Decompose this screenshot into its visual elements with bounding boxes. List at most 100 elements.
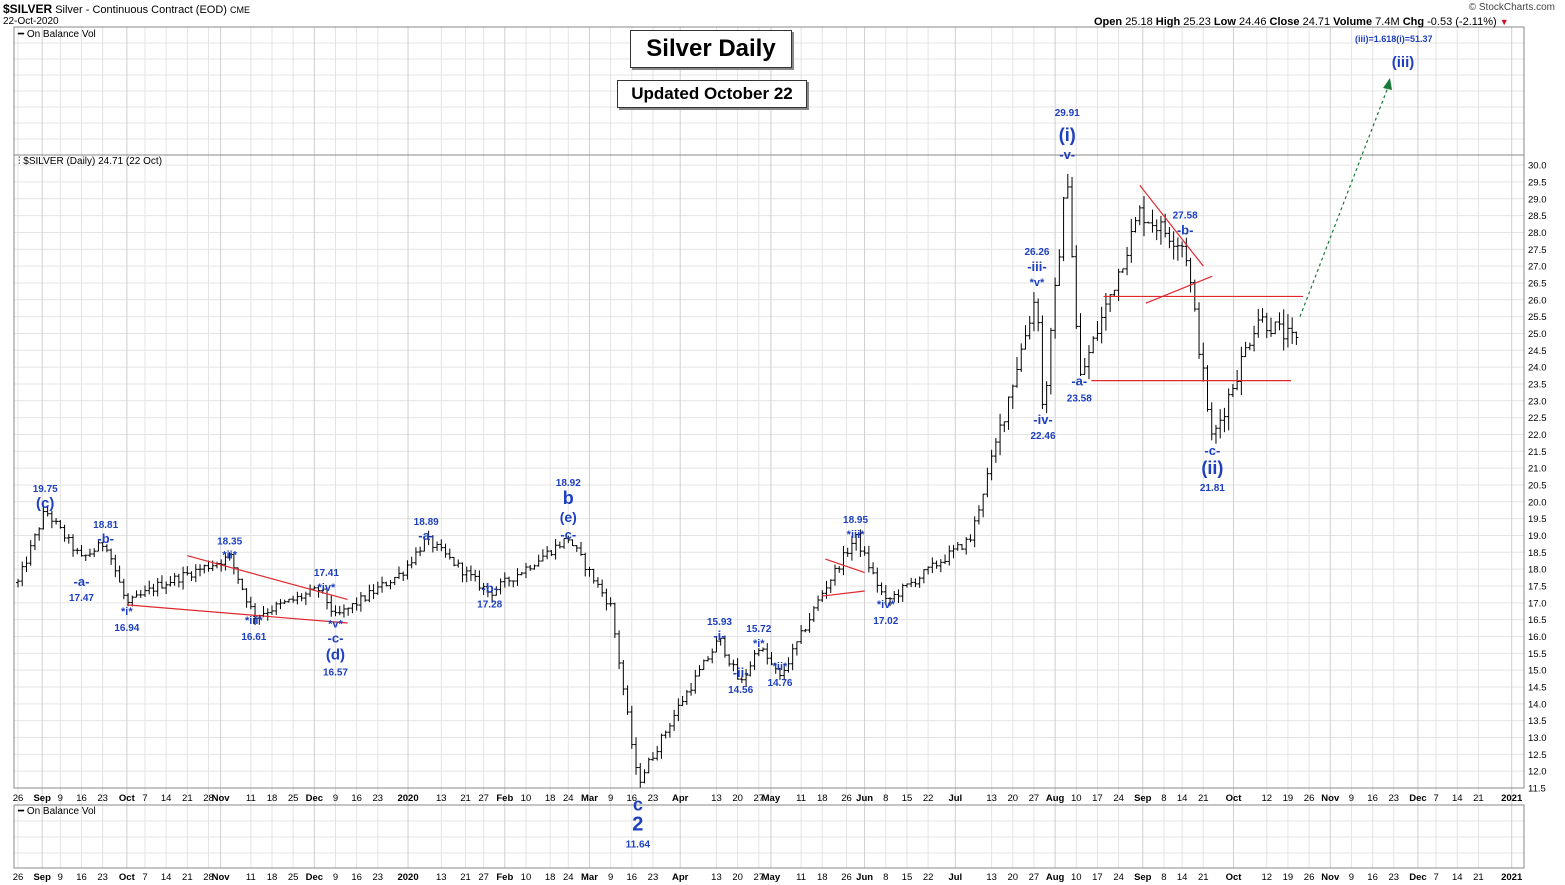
- wave-label: 26.26: [1024, 247, 1049, 258]
- x-tick-label: 18: [267, 793, 278, 804]
- y-tick-label: 27.5: [1528, 245, 1547, 256]
- y-tick-label: 29.5: [1528, 177, 1547, 188]
- trendlines: [126, 78, 1392, 624]
- wave-label: (ii): [1201, 458, 1223, 478]
- wave-label: *i*: [121, 606, 133, 618]
- wave-label: 16.61: [241, 632, 266, 643]
- x-tick-label-bottom: 9: [608, 872, 613, 883]
- y-axis: 11.5 12.0 12.5 13.0 13.5 14.0 14.5 15.0 15.5 16.0…: [1528, 161, 1547, 795]
- x-tick-label: 21: [460, 793, 471, 804]
- wave-label: 17.47: [69, 593, 94, 604]
- y-tick-label: 25.0: [1528, 329, 1547, 340]
- wave-label: (c): [36, 495, 54, 512]
- x-tick-label: 11: [796, 793, 806, 804]
- x-tick-label: 10: [1071, 793, 1082, 804]
- x-tick-label: Oct: [119, 793, 136, 804]
- trendline: [187, 555, 348, 601]
- trendline: [126, 604, 348, 624]
- x-tick-label-bottom: 20: [1007, 872, 1018, 883]
- x-tick-label: 25: [288, 793, 299, 804]
- x-tick-label-bottom: 11: [796, 872, 806, 883]
- y-tick-label: 23.0: [1528, 396, 1547, 407]
- x-tick-label: 13: [711, 793, 722, 804]
- price-legend: ⫶ $SILVER (Daily) 24.71 (22 Oct): [18, 156, 163, 167]
- bottom-panel-legend: ━ On Balance Vol: [18, 806, 96, 817]
- x-tick-label-bottom: 7: [142, 872, 147, 883]
- projection-arrowhead: [1383, 78, 1392, 90]
- high-value: 25.23: [1183, 16, 1211, 28]
- open-label: Open: [1094, 16, 1123, 28]
- wave-label: -b-: [481, 580, 498, 595]
- wave-label: -ii-: [733, 665, 749, 680]
- x-tick-label: 13: [436, 793, 447, 804]
- wave-label: 14.56: [728, 685, 753, 696]
- x-tick-label: 26: [841, 793, 852, 804]
- wave-label: b: [563, 488, 574, 508]
- wave-label: 18.35: [217, 536, 242, 547]
- x-tick-label-bottom: 18: [545, 872, 556, 883]
- x-tick-label-bottom: 26: [13, 872, 24, 883]
- x-tick-label: 21: [182, 793, 193, 804]
- y-tick-label: 17.0: [1528, 598, 1547, 609]
- x-tick-label-bottom: 16: [627, 872, 638, 883]
- wave-label: -i-: [713, 628, 725, 643]
- x-tick-label: 7: [1433, 793, 1438, 804]
- close-value: 24.71: [1302, 16, 1331, 28]
- ohlc-bars: [16, 173, 1299, 788]
- y-tick-label: 27.0: [1528, 262, 1547, 273]
- x-tick-label-bottom: Apr: [672, 872, 689, 883]
- ohlc-readout: Open 25.18 High 25.23 Low 24.46 Close 24…: [1094, 16, 1509, 28]
- wave-label: (d): [326, 646, 345, 663]
- y-tick-label: 14.0: [1528, 699, 1547, 710]
- x-tick-label: 9: [608, 793, 613, 804]
- x-tick-label-bottom: 13: [711, 872, 722, 883]
- wave-label: 15.72: [746, 624, 771, 635]
- wave-label: 21.81: [1200, 483, 1225, 494]
- x-tick-label: Feb: [496, 793, 513, 804]
- x-tick-label-bottom: 16: [76, 872, 87, 883]
- x-tick-label-bottom: 9: [1349, 872, 1354, 883]
- x-tick-label: 18: [817, 793, 828, 804]
- x-tick-label-bottom: 12: [1261, 872, 1272, 883]
- target-note: (iii)=1.618(i)=51.37: [1355, 34, 1433, 44]
- wave-label: 27.58: [1173, 211, 1198, 222]
- x-tick-label-bottom: 16: [1367, 872, 1378, 883]
- open-value: 25.18: [1125, 16, 1153, 28]
- x-tick-label-bottom: 19: [1283, 872, 1294, 883]
- x-tick-label-bottom: 24: [563, 872, 574, 883]
- wave-label: *v*: [1030, 277, 1045, 289]
- x-tick-label: 2021: [1501, 793, 1523, 804]
- x-tick-label: 16: [351, 793, 362, 804]
- wave-label: 18.89: [414, 517, 439, 528]
- wave-label: 19.75: [33, 484, 58, 495]
- wave-label: 16.57: [323, 667, 348, 678]
- wave-label: 2: [632, 813, 643, 835]
- projection-line: [1299, 81, 1391, 317]
- x-tick-label-bottom: Jul: [948, 872, 962, 883]
- wave-label: 14.76: [767, 678, 792, 689]
- bottom-panel-frame: [13, 804, 1525, 869]
- symbol: $SILVER: [3, 2, 53, 16]
- y-tick-label: 19.0: [1528, 531, 1547, 542]
- wave-label: -iii-: [1027, 259, 1047, 274]
- y-tick-label: 26.5: [1528, 278, 1547, 289]
- x-tick-label-bottom: 27: [1029, 872, 1040, 883]
- x-tick-label: Nov: [1321, 793, 1340, 804]
- x-tick-label: 7: [142, 793, 147, 804]
- y-tick-label: 20.5: [1528, 480, 1547, 491]
- y-tick-label: 23.5: [1528, 379, 1547, 390]
- wave-label: *iv*: [877, 599, 895, 611]
- x-tick-label-bottom: 11: [246, 872, 256, 883]
- x-tick-label-bottom: Nov: [212, 872, 231, 883]
- x-tick-label: 23: [97, 793, 108, 804]
- x-tick-label-bottom: 21: [460, 872, 471, 883]
- x-tick-label-bottom: 2020: [397, 872, 418, 883]
- y-tick-label: 17.5: [1528, 581, 1547, 592]
- x-tick-label: 20: [732, 793, 743, 804]
- wave-label: (i): [1059, 125, 1076, 145]
- x-tick-label: 14: [161, 793, 172, 804]
- y-tick-label: 18.0: [1528, 565, 1547, 576]
- x-tick-label-bottom: 15: [902, 872, 913, 883]
- chart-panels: [13, 26, 1525, 869]
- x-tick-label: 2020: [397, 793, 418, 804]
